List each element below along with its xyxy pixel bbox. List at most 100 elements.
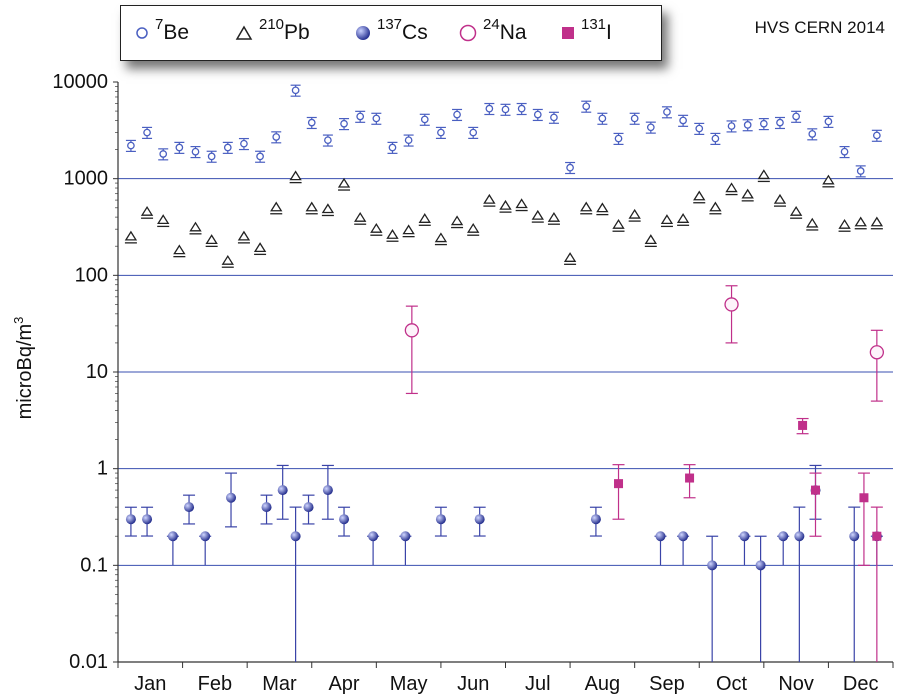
- legend: 7Be 210Pb 137Cs 24Na 131I: [120, 5, 662, 61]
- point-cs: [778, 531, 789, 542]
- point-i: [798, 420, 808, 430]
- point-pb: [354, 211, 367, 222]
- point-cs: [125, 514, 136, 525]
- point-pb: [563, 252, 577, 262]
- gridlines: [118, 178, 893, 566]
- point-cs: [474, 514, 485, 525]
- point-cs: [226, 492, 237, 503]
- x-tick-label: Apr: [328, 673, 359, 695]
- point-pb: [757, 169, 771, 180]
- point-cs: [400, 531, 411, 542]
- point-pb: [124, 230, 138, 241]
- point-cs: [200, 531, 211, 542]
- point-pb: [321, 203, 335, 214]
- point-be: [324, 136, 332, 145]
- point-i: [872, 531, 882, 541]
- point-pb: [450, 215, 464, 226]
- point-be: [711, 134, 720, 143]
- point-na: [869, 345, 885, 360]
- x-tick-labels: Jan Feb Mar Apr May Jun Jul Aug Sep Oct Nov Dec: [134, 673, 878, 695]
- point-cs: [849, 531, 860, 542]
- point-pb: [418, 213, 431, 223]
- point-pb: [628, 208, 641, 219]
- point-pb: [773, 193, 787, 204]
- point-pb: [173, 244, 186, 255]
- point-pb: [531, 209, 544, 220]
- point-pb: [547, 211, 561, 222]
- y-tick-label: 1: [97, 458, 108, 480]
- point-be: [485, 104, 494, 113]
- legend-item-be: 7Be: [135, 16, 189, 45]
- x-tick-label: Mar: [262, 673, 297, 695]
- point-i: [859, 493, 869, 503]
- point-pb: [854, 216, 867, 227]
- point-be: [727, 122, 736, 130]
- point-be: [533, 110, 542, 119]
- y-tick-label: 100: [75, 264, 108, 286]
- point-be: [175, 143, 184, 152]
- y-tick-label: 1000: [64, 168, 109, 190]
- legend-item-i: 131I: [561, 16, 612, 45]
- point-pb: [205, 234, 218, 245]
- point-pb: [725, 182, 738, 193]
- point-cs: [142, 514, 153, 525]
- x-tick-label: May: [390, 673, 428, 695]
- point-cs: [167, 531, 178, 542]
- point-be: [240, 139, 248, 148]
- point-be: [695, 124, 704, 133]
- point-be: [127, 141, 135, 150]
- point-be: [307, 118, 316, 127]
- x-tick-label: Dec: [843, 673, 879, 695]
- point-cs: [322, 485, 333, 496]
- point-be: [824, 117, 833, 126]
- point-pb: [806, 217, 819, 228]
- point-pb: [483, 193, 496, 204]
- point-pb: [157, 214, 170, 225]
- point-be: [679, 116, 687, 125]
- point-be: [143, 128, 151, 137]
- point-pb: [270, 201, 283, 212]
- point-pb: [644, 234, 657, 245]
- point-be: [207, 152, 216, 161]
- point-pb: [253, 242, 267, 253]
- point-i: [811, 485, 820, 495]
- point-pb: [305, 201, 318, 212]
- point-be: [453, 110, 461, 119]
- point-i: [685, 473, 695, 483]
- y-tick-label: 10: [86, 361, 108, 383]
- point-pb: [515, 198, 528, 209]
- point-be: [191, 147, 200, 156]
- point-pb: [789, 205, 803, 216]
- data-marks: [124, 84, 885, 662]
- point-cs: [655, 531, 666, 542]
- y-tick-label: 0.01: [69, 651, 108, 673]
- point-pb: [140, 205, 154, 216]
- y-tick-label: 0.1: [80, 554, 108, 576]
- point-cs: [707, 560, 718, 571]
- x-tick-label: Jul: [525, 673, 551, 695]
- x-tick-label: Jan: [134, 673, 166, 695]
- point-cs: [794, 531, 805, 542]
- x-tick-label: Sep: [649, 673, 685, 695]
- point-be: [630, 114, 639, 123]
- point-pb: [741, 188, 754, 199]
- point-be: [469, 128, 478, 137]
- point-cs: [435, 514, 446, 525]
- point-pb: [838, 218, 851, 229]
- legend-item-na: 24Na: [459, 16, 527, 45]
- point-cs: [290, 531, 301, 542]
- point-na: [404, 323, 420, 338]
- point-pb: [822, 174, 835, 185]
- point-be: [291, 86, 300, 95]
- point-cs: [261, 502, 272, 513]
- x-tick-label: Feb: [198, 673, 232, 695]
- chart-note: HVS CERN 2014: [754, 18, 885, 37]
- x-tick-label: Aug: [585, 673, 621, 695]
- point-cs: [368, 531, 379, 542]
- point-be: [663, 108, 671, 116]
- point-cs: [590, 514, 601, 525]
- point-be: [776, 118, 784, 127]
- point-be: [743, 121, 752, 129]
- point-be: [646, 123, 655, 132]
- point-be: [614, 134, 623, 143]
